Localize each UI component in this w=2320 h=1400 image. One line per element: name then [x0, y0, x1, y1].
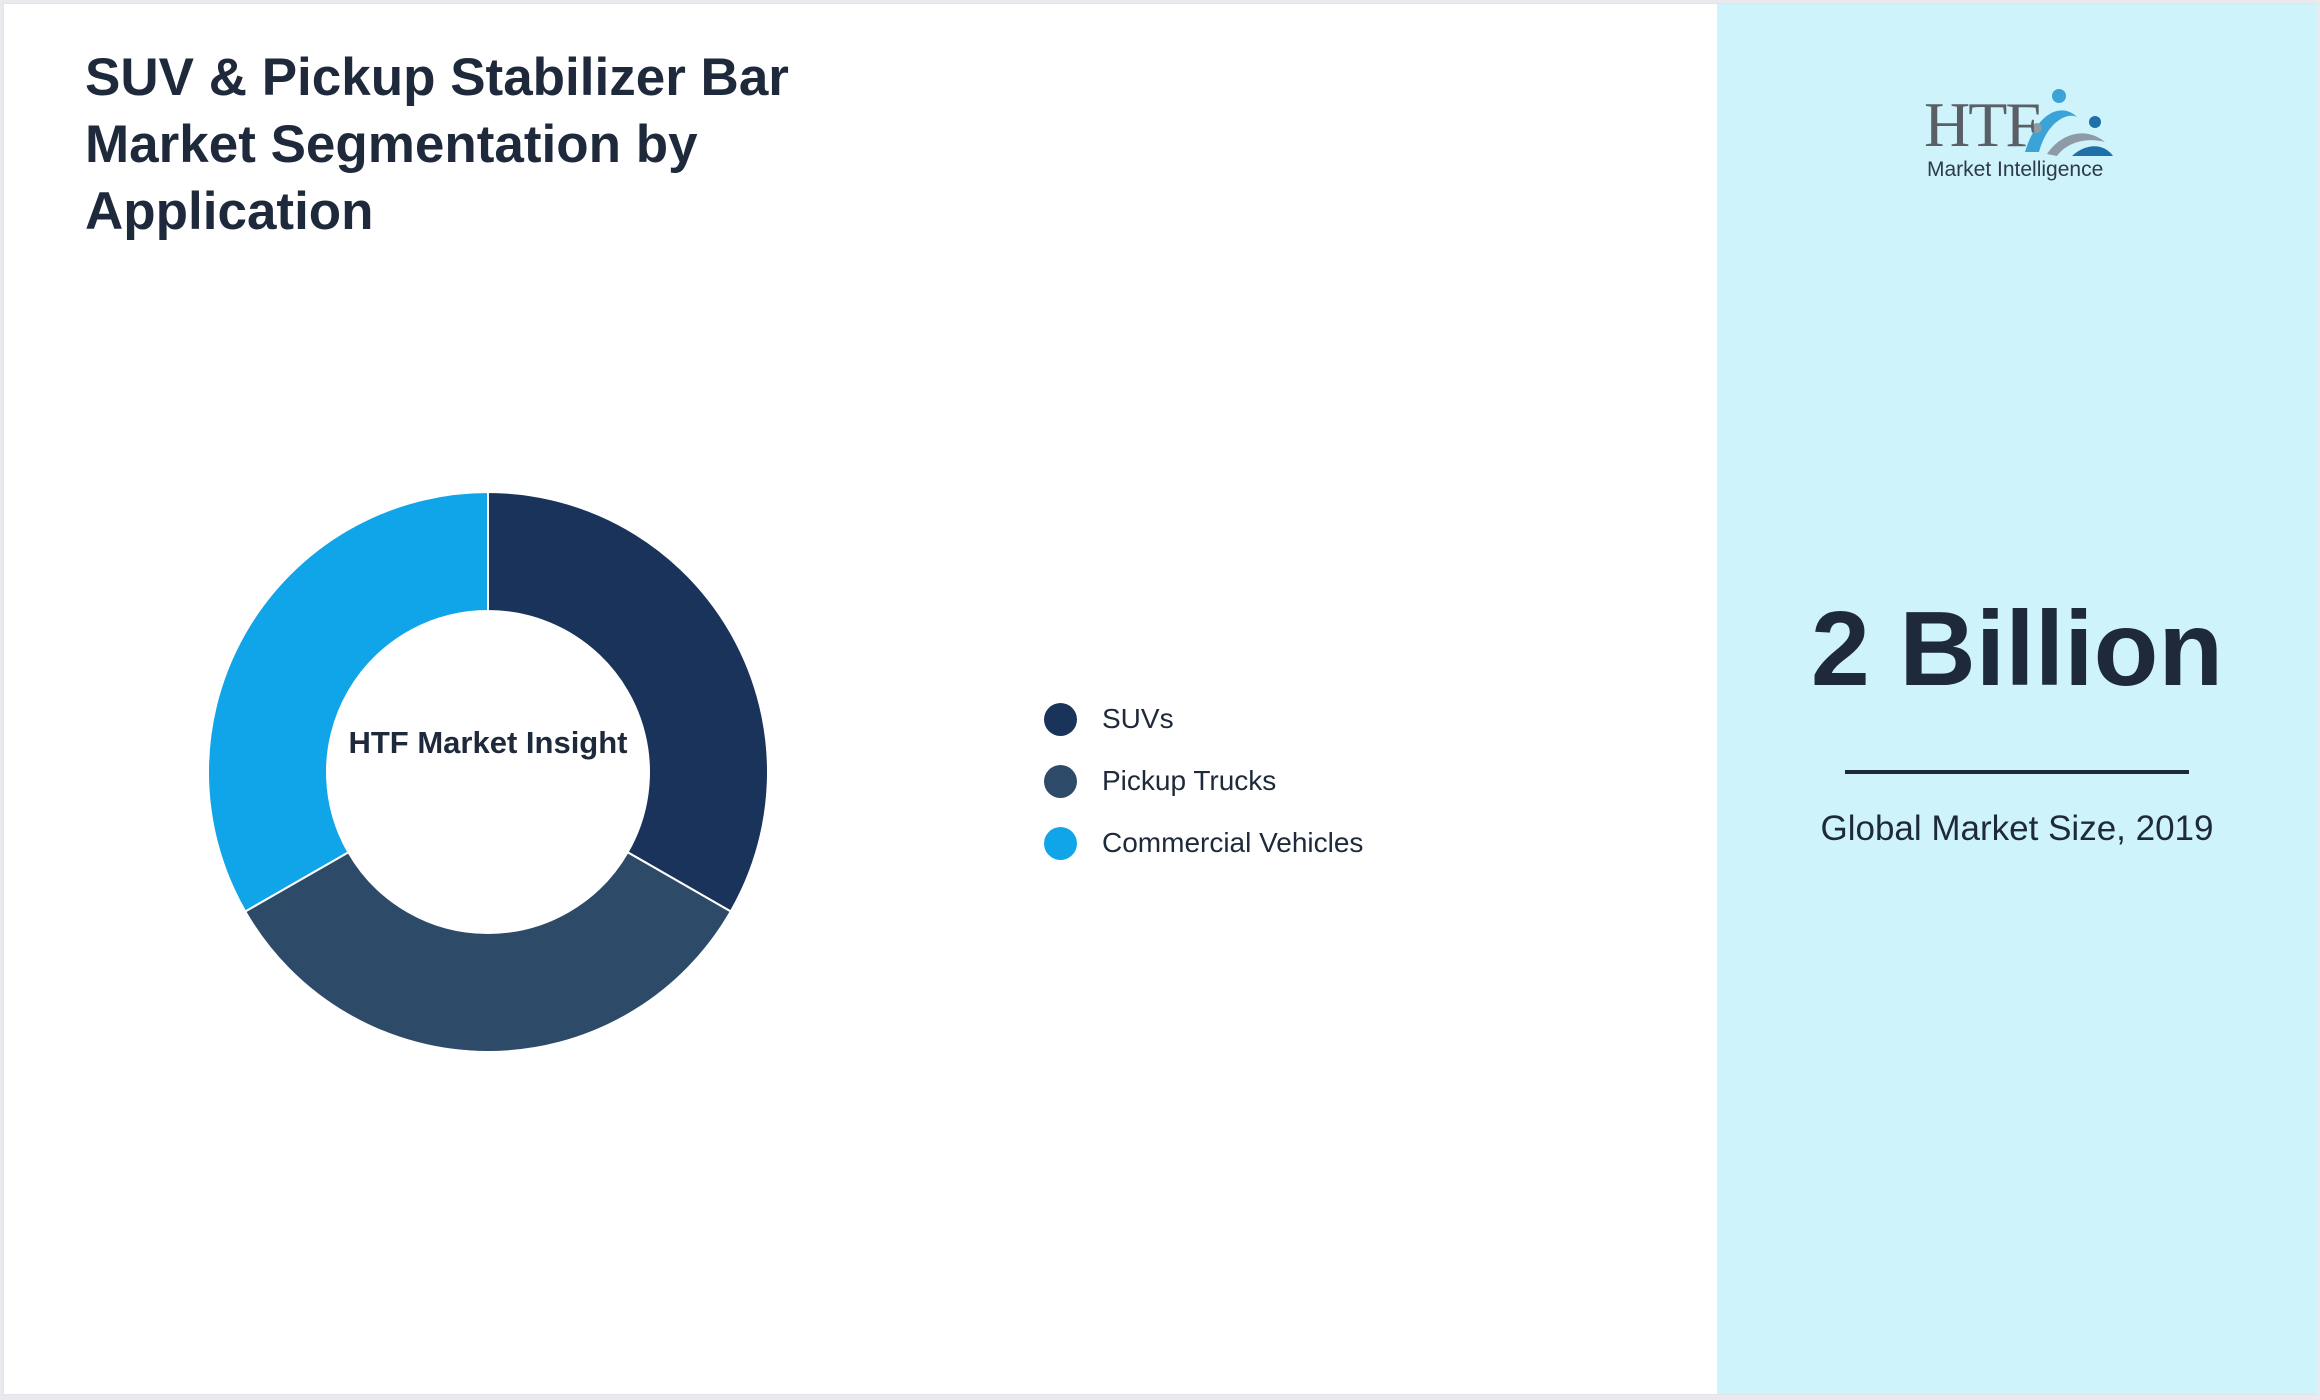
chart-legend: SUVs Pickup Trucks Commercial Vehicles: [1044, 688, 1363, 874]
donut-slice-pickup-trucks: [243, 850, 733, 1053]
legend-swatch: [1044, 826, 1077, 860]
donut-slice-suvs: [487, 490, 769, 913]
page-title: SUV & Pickup Stabilizer Bar Market Segme…: [85, 48, 789, 241]
infographic-frame: SUV & Pickup Stabilizer Bar Market Segme…: [3, 3, 2317, 1395]
chart-panel: SUV & Pickup Stabilizer Bar Market Segme…: [4, 4, 1717, 1394]
legend-item: Pickup Trucks: [1044, 750, 1363, 812]
legend-swatch: [1044, 764, 1077, 798]
legend-item: SUVs: [1044, 688, 1363, 750]
legend-label: Commercial Vehicles: [1102, 827, 1364, 858]
logo-wordmark: HTF: [1924, 89, 2041, 160]
market-size-caption: Global Market Size, 2019: [1820, 809, 2214, 848]
logo-tagline: Market Intelligence: [1927, 158, 2104, 181]
legend-item: Commercial Vehicles: [1044, 812, 1363, 874]
logo-figures-icon: [2025, 89, 2113, 156]
donut-chart: HTF Market Insight: [200, 484, 776, 1060]
summary-panel: HTF Market Intelligence 2 Billion Global…: [1717, 4, 2317, 1394]
donut-center-label: HTF Market Insight: [348, 725, 628, 760]
market-size-value: 2 Billion: [1810, 590, 2224, 708]
legend-swatch: [1044, 702, 1077, 736]
divider-line: [1845, 770, 2189, 774]
donut-slice-commercial-vehicles: [207, 490, 489, 913]
legend-label: Pickup Trucks: [1102, 765, 1277, 796]
donut-chart-svg: [207, 490, 769, 1053]
legend-label: SUVs: [1102, 703, 1174, 734]
htf-logo: HTF Market Intelligence: [1917, 82, 2117, 192]
